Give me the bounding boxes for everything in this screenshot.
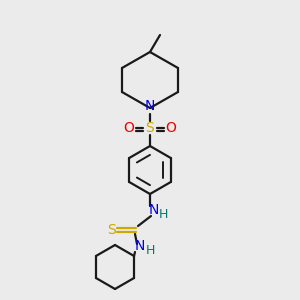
Text: O: O (166, 121, 176, 135)
Text: O: O (124, 121, 134, 135)
Text: H: H (145, 244, 155, 257)
Text: S: S (146, 121, 154, 135)
Text: N: N (145, 99, 155, 113)
Text: N: N (149, 203, 159, 217)
Text: H: H (158, 208, 168, 221)
Text: S: S (106, 223, 116, 237)
Text: N: N (135, 239, 145, 253)
